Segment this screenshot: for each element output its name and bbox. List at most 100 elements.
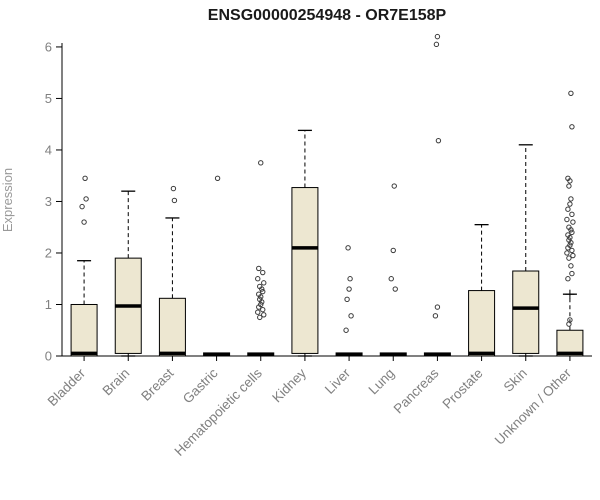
outlier-point [388, 276, 394, 282]
outlier-point [567, 201, 573, 207]
outlier-point [569, 270, 575, 277]
outlier-point [257, 283, 263, 290]
boxplot-bladder [70, 175, 98, 357]
outlier-point [565, 206, 571, 212]
outlier-point [255, 276, 261, 282]
outlier-point [346, 286, 352, 292]
outlier-point [569, 124, 575, 130]
outlier-point [344, 296, 350, 303]
boxplot-gastric [203, 175, 231, 357]
y-tick-label: 6 [45, 39, 52, 54]
outlier-point [390, 247, 396, 254]
outlier-point [432, 313, 439, 319]
outlier-point [564, 216, 570, 223]
y-tick-label: 5 [45, 91, 52, 106]
outlier-point [260, 288, 266, 295]
y-tick-label: 2 [45, 245, 52, 260]
box [512, 270, 540, 354]
outlier-point [170, 185, 177, 192]
axes [56, 42, 592, 361]
y-tick-label: 3 [45, 194, 52, 209]
outlier-point [565, 232, 571, 238]
outlier-point [570, 252, 576, 259]
x-tick-label: Breast [138, 365, 176, 403]
outlier-point [566, 224, 572, 230]
outlier-point [83, 196, 89, 202]
x-tick-label: Prostate [440, 366, 486, 412]
outlier-point [434, 304, 441, 310]
outlier-point [257, 296, 263, 303]
outlier-point [256, 265, 262, 272]
boxplot-skin [512, 144, 540, 357]
box [468, 290, 496, 357]
outlier-point [567, 317, 573, 323]
x-tick-label: Pancreas [391, 365, 442, 416]
outlier-point [568, 263, 574, 269]
x-tick-label: Unknown / Other [492, 365, 575, 448]
x-tick-label: Hematopoietic cells [171, 365, 265, 459]
boxplot-kidney [291, 129, 319, 357]
outlier-point [568, 90, 574, 96]
outlier-point [214, 175, 221, 181]
outlier-point [258, 160, 264, 166]
y-tick-label: 0 [45, 349, 52, 364]
x-tick-label: Skin [501, 366, 530, 395]
y-tick-label: 1 [45, 297, 52, 312]
outlier-point [567, 242, 573, 248]
chart-title: ENSG00000254948 - OR7E158P [208, 7, 447, 24]
x-tick-label: Kidney [269, 365, 309, 405]
outlier-point [345, 245, 351, 251]
outlier-point [79, 203, 85, 210]
outlier-point [564, 250, 570, 256]
outlier-point [257, 314, 263, 321]
y-axis-title: Expression [0, 168, 15, 232]
outlier-point [565, 175, 571, 181]
outlier-point [261, 280, 267, 286]
outlier-point [81, 219, 87, 225]
x-tick-label: Bladder [45, 365, 89, 409]
boxplot-hematopoietic-cells [247, 160, 275, 357]
outlier-point [260, 269, 266, 276]
y-tick-label: 4 [45, 142, 52, 157]
outlier-point [392, 286, 398, 292]
outlier-point [434, 33, 441, 40]
outlier-point [566, 255, 572, 261]
outlier-point [171, 197, 178, 204]
box [291, 187, 319, 354]
outlier-point [347, 276, 353, 282]
boxplot-brain [114, 190, 142, 357]
outlier-point [566, 183, 572, 189]
x-tick-label: Liver [322, 365, 354, 397]
outlier-point [343, 327, 349, 333]
outlier-point [348, 313, 354, 319]
outlier-point [566, 237, 572, 243]
outlier-point [435, 137, 442, 144]
outlier-point [258, 301, 264, 308]
outlier-point [569, 229, 575, 236]
outlier-point [565, 276, 571, 282]
outlier-point [255, 309, 261, 315]
boxplot-lung [379, 183, 407, 357]
box [158, 297, 186, 357]
outlier-point [256, 291, 262, 297]
boxplot-liver [335, 245, 363, 357]
outlier-point [391, 183, 397, 189]
outlier-point [82, 175, 88, 181]
x-tick-label: Lung [366, 366, 398, 398]
outlier-point [569, 247, 575, 254]
x-tick-label: Gastric [180, 365, 221, 406]
outlier-point [568, 196, 574, 202]
outlier-point [569, 211, 575, 218]
x-tick-label: Brain [99, 366, 132, 399]
outlier-point [260, 306, 266, 313]
boxplot-breast [158, 185, 186, 357]
outlier-point [261, 312, 267, 318]
boxplot-unknown-other [556, 90, 584, 357]
boxplot-pancreas [423, 33, 451, 357]
outlier-point [433, 41, 440, 48]
box [70, 303, 98, 357]
outlier-point [570, 219, 576, 225]
boxplot-prostate [468, 223, 496, 357]
